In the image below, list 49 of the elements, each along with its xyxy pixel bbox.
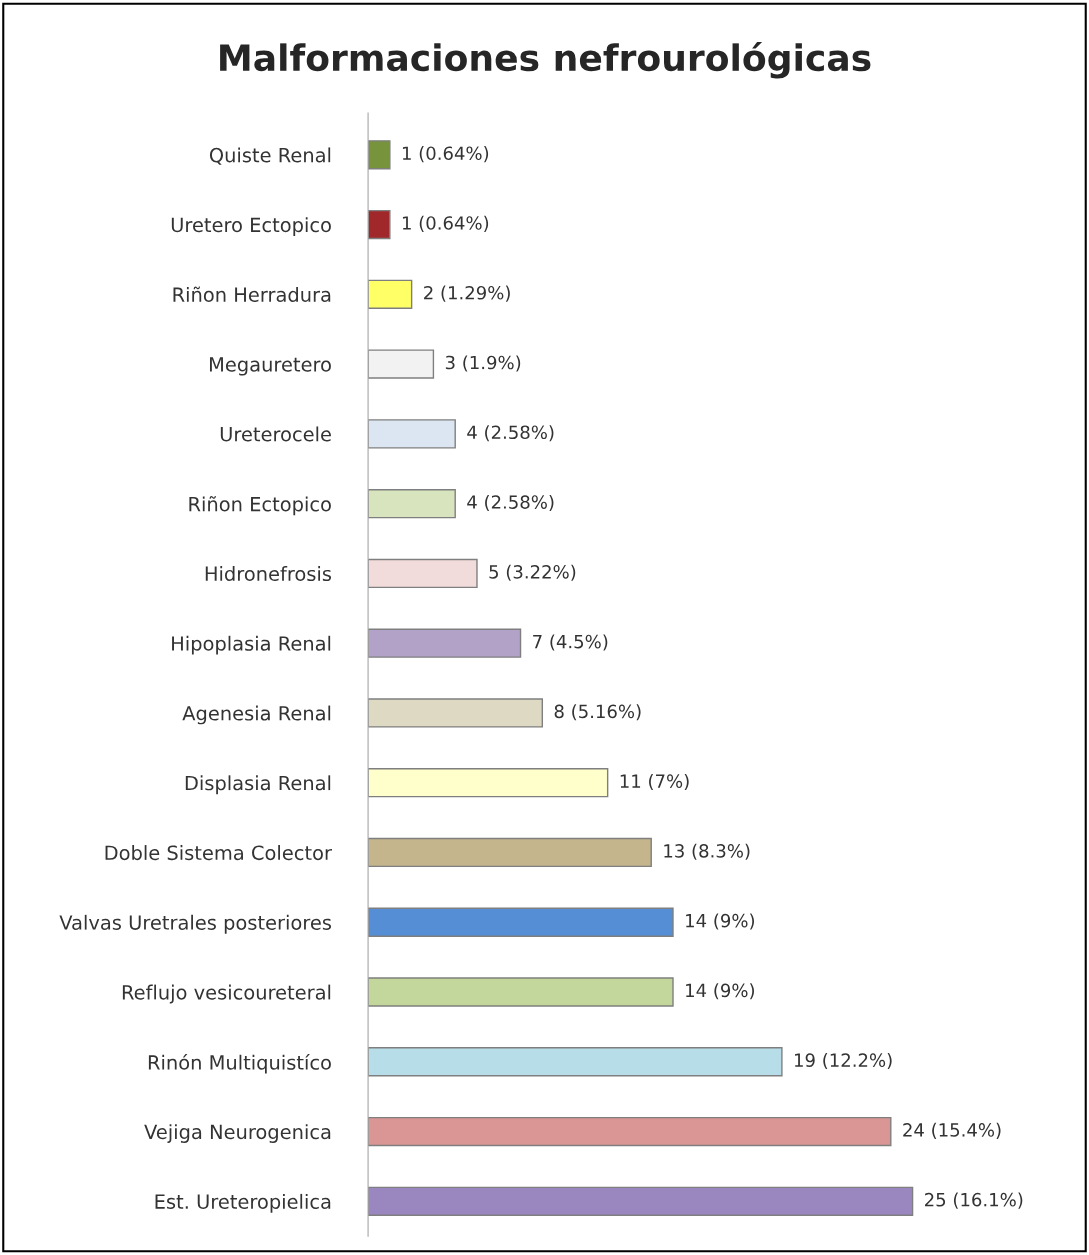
y-tick-label: Doble Sistema Colector [105,845,332,861]
chart-title: Malformaciones nefrourológicas [220,41,871,79]
bar [368,209,391,240]
data-label: 4 (2.58%) [467,494,554,511]
bar [368,1047,783,1077]
y-tick-label: Reflujo vesicoureteral [122,984,331,1004]
bar [368,419,456,449]
y-tick-label: Uretero Ectopico [171,217,331,237]
data-label: 7 (4.5%) [533,634,608,651]
data-label: 14 (9%) [686,913,755,930]
data-label: 3 (1.9%) [445,355,521,372]
y-tick-label: Displasia Renal [185,775,331,795]
y-tick-label: Quiste Renal [209,147,331,165]
data-label: 1 (0.64%) [402,146,489,163]
y-tick-label: Vejiga Neurogenica [144,1124,331,1143]
data-label: 25 (16.1%) [925,1192,1023,1209]
data-label: 14 (9%) [686,983,755,1000]
bar [368,140,391,170]
y-tick-label: Agenesia Renal [182,705,331,725]
data-label: 19 (12.2%) [795,1053,892,1070]
y-tick-label: Valvas Uretrales posteriores [59,914,332,934]
y-tick-label: Rinón Multiquistíco [148,1053,331,1074]
bar [368,628,522,658]
bar [368,488,456,519]
y-tick-label: Est. Ureteropielica [155,1193,331,1213]
y-tick-label: Riñon Herradura [173,286,331,302]
y-tick-label: Riñon Ectopico [189,496,331,516]
y-tick-label: Hipoplasia Renal [172,635,331,655]
bar [368,907,674,937]
bar [368,558,478,589]
data-label: 5 (3.22%) [489,564,576,581]
bar [368,977,674,1007]
y-tick-label: Megauretero [209,357,331,376]
data-label: 1 (0.64%) [402,215,489,232]
data-label: 2 (1.29%) [424,285,510,302]
data-label: 24 (15.4%) [903,1122,1001,1139]
bar [368,1116,892,1147]
bar [368,1186,914,1216]
y-tick-label: Ureterocele [220,426,331,442]
bar [368,698,544,728]
data-label: 8 (5.16%) [554,704,641,721]
bar [368,837,652,868]
data-label: 4 (2.58%) [467,425,554,442]
bar [368,768,609,798]
y-tick-label: Hidronefrosis [205,566,332,582]
bar [368,349,435,379]
bar [368,279,413,309]
data-label: 13 (8.3%) [664,843,750,860]
data-label: 11 (7%) [620,773,689,791]
